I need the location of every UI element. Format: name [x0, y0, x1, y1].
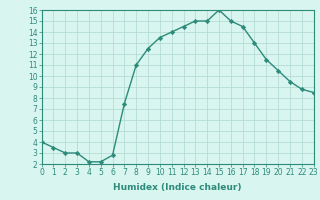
X-axis label: Humidex (Indice chaleur): Humidex (Indice chaleur) [113, 183, 242, 192]
